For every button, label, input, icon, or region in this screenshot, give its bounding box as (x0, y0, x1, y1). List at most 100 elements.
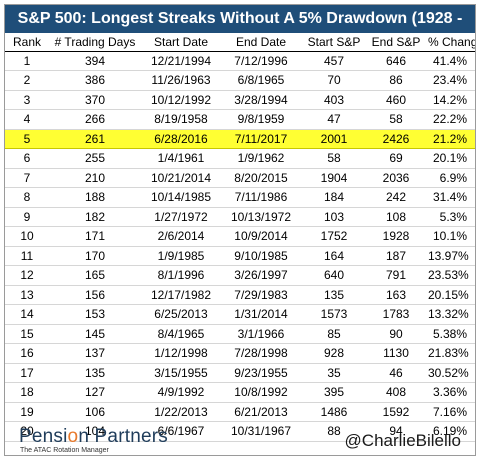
cell-start-sp: 928 (301, 343, 367, 364)
cell-rank: 8 (5, 187, 49, 208)
cell-end-date: 10/13/1972 (221, 207, 301, 227)
cell-start-date: 10/12/1992 (141, 90, 221, 110)
cell-start-sp: 103 (301, 207, 367, 227)
cell-rank: 17 (5, 363, 49, 383)
table-row: 9 182 1/27/1972 10/13/1972 103 108 5.3% (5, 207, 475, 227)
cell-start-date: 6/25/2013 (141, 304, 221, 325)
cell-trading-days: 182 (49, 207, 141, 227)
cell-end-date: 3/28/1994 (221, 90, 301, 110)
cell-start-sp: 640 (301, 265, 367, 286)
cell-rank: 18 (5, 382, 49, 403)
cell-trading-days: 266 (49, 109, 141, 130)
cell-pct-change: 13.97% (425, 246, 475, 266)
table-row: 1 394 12/21/1994 7/12/1996 457 646 41.4% (5, 51, 475, 71)
cell-start-sp: 164 (301, 246, 367, 266)
cell-start-sp: 1904 (301, 168, 367, 188)
cell-end-sp: 163 (367, 285, 425, 305)
cell-rank: 19 (5, 402, 49, 422)
cell-start-sp: 395 (301, 382, 367, 403)
cell-start-sp: 88 (301, 421, 367, 442)
logo-tagline: The ATAC Rotation Manager (20, 447, 109, 454)
cell-end-date: 9/8/1959 (221, 109, 301, 130)
cell-end-sp: 2036 (367, 168, 425, 188)
table-title: S&P 500: Longest Streaks Without A 5% Dr… (5, 5, 475, 55)
column-header-rank: Rank (5, 33, 49, 52)
cell-pct-change: 7.16% (425, 402, 475, 422)
cell-rank: 1 (5, 51, 49, 71)
cell-end-sp: 646 (367, 51, 425, 71)
cell-pct-change: 20.1% (425, 148, 475, 169)
cell-pct-change: 23.53% (425, 265, 475, 286)
cell-rank: 11 (5, 246, 49, 266)
cell-end-date: 10/9/2014 (221, 226, 301, 247)
cell-pct-change: 20.15% (425, 285, 475, 305)
cell-end-sp: 1592 (367, 402, 425, 422)
cell-rank: 10 (5, 226, 49, 247)
table-row: 10 171 2/6/2014 10/9/2014 1752 1928 10.1% (5, 226, 475, 247)
cell-pct-change: 21.83% (425, 343, 475, 364)
cell-trading-days: 386 (49, 70, 141, 91)
cell-trading-days: 394 (49, 51, 141, 71)
cell-end-date: 7/29/1983 (221, 285, 301, 305)
cell-end-date: 6/8/1965 (221, 70, 301, 91)
cell-start-sp: 47 (301, 109, 367, 130)
cell-pct-change: 6.19% (425, 421, 475, 442)
cell-rank: 16 (5, 343, 49, 364)
cell-rank: 4 (5, 109, 49, 130)
cell-start-date: 6/28/2016 (141, 128, 221, 149)
table-row: 14 153 6/25/2013 1/31/2014 1573 1783 13.32% (5, 304, 475, 325)
cell-end-sp: 242 (367, 187, 425, 208)
cell-pct-change: 5.38% (425, 324, 475, 344)
cell-trading-days: 145 (49, 324, 141, 344)
cell-pct-change: 31.4% (425, 187, 475, 208)
cell-start-sp: 403 (301, 90, 367, 110)
cell-start-date: 4/9/1992 (141, 382, 221, 403)
cell-start-date: 11/26/1963 (141, 70, 221, 91)
cell-pct-change: 21.2% (425, 128, 475, 149)
cell-start-date: 10/21/2014 (141, 168, 221, 188)
cell-pct-change: 22.2% (425, 109, 475, 130)
cell-rank: 2 (5, 70, 49, 91)
table-card: S&P 500: Longest Streaks Without A 5% Dr… (4, 4, 476, 456)
cell-end-date: 1/31/2014 (221, 304, 301, 325)
cell-end-date: 1/9/1962 (221, 148, 301, 169)
cell-pct-change: 5.3% (425, 207, 475, 227)
cell-pct-change: 3.36% (425, 382, 475, 403)
cell-trading-days: 106 (49, 402, 141, 422)
cell-trading-days: 170 (49, 246, 141, 266)
cell-rank: 3 (5, 90, 49, 110)
cell-end-sp: 1130 (367, 343, 425, 364)
cell-trading-days: 137 (49, 343, 141, 364)
cell-end-sp: 46 (367, 363, 425, 383)
cell-end-date: 7/11/2017 (221, 128, 301, 149)
cell-start-date: 6/6/1967 (141, 421, 221, 442)
cell-trading-days: 127 (49, 382, 141, 403)
cell-pct-change: 6.9% (425, 168, 475, 188)
cell-trading-days: 370 (49, 90, 141, 110)
cell-end-sp: 69 (367, 148, 425, 169)
column-header-start-sp: Start S&P (301, 33, 367, 52)
cell-rank: 6 (5, 148, 49, 169)
cell-end-date: 9/23/1955 (221, 363, 301, 383)
cell-start-date: 1/12/1998 (141, 343, 221, 364)
cell-start-sp: 135 (301, 285, 367, 305)
column-header-end-sp: End S&P (367, 33, 425, 52)
table-row: 13 156 12/17/1982 7/29/1983 135 163 20.15% (5, 285, 475, 305)
header-row: Rank # Trading Days Start Date End Date … (5, 33, 475, 52)
cell-start-date: 12/21/1994 (141, 51, 221, 71)
cell-pct-change: 14.2% (425, 90, 475, 110)
cell-trading-days: 255 (49, 148, 141, 169)
pension-partners-logo: Pension Partners (19, 426, 168, 447)
table-row: 3 370 10/12/1992 3/28/1994 403 460 14.2% (5, 90, 475, 110)
cell-start-sp: 457 (301, 51, 367, 71)
cell-trading-days: 153 (49, 304, 141, 325)
cell-end-sp: 94 (367, 421, 425, 442)
table-row: 4 266 8/19/1958 9/8/1959 47 58 22.2% (5, 109, 475, 130)
cell-rank: 5 (5, 128, 49, 149)
cell-start-sp: 184 (301, 187, 367, 208)
cell-end-date: 7/12/1996 (221, 51, 301, 71)
cell-end-sp: 1928 (367, 226, 425, 247)
cell-rank: 15 (5, 324, 49, 344)
cell-end-date: 10/8/1992 (221, 382, 301, 403)
table-row: 19 106 1/22/2013 6/21/2013 1486 1592 7.16% (5, 402, 475, 422)
